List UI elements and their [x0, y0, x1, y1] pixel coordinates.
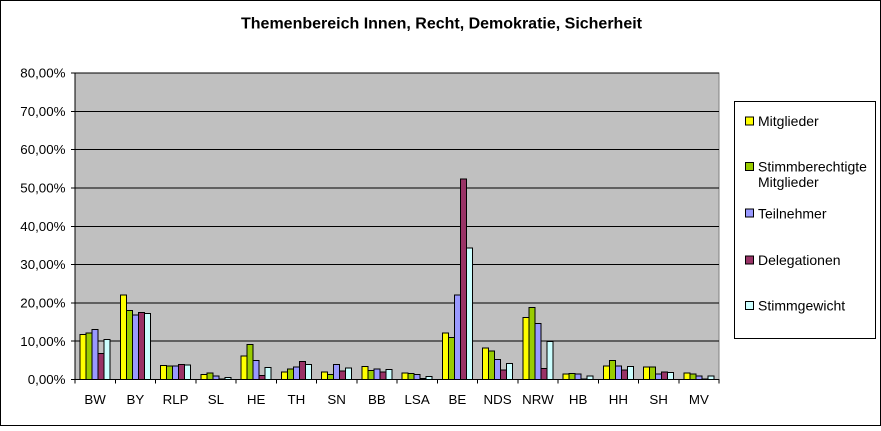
svg-text:80,00%: 80,00%	[20, 66, 65, 81]
svg-text:0,00%: 0,00%	[28, 372, 66, 387]
svg-text:20,00%: 20,00%	[20, 295, 65, 310]
svg-text:Mitglieder: Mitglieder	[758, 113, 819, 129]
svg-text:LSA: LSA	[405, 392, 430, 407]
svg-text:NDS: NDS	[484, 392, 512, 407]
svg-text:40,00%: 40,00%	[20, 219, 65, 234]
svg-text:Mitglieder: Mitglieder	[758, 174, 819, 190]
svg-text:Stimmberechtigte: Stimmberechtigte	[758, 159, 867, 175]
svg-text:BY: BY	[126, 392, 144, 407]
svg-text:MV: MV	[689, 392, 709, 407]
svg-text:HH: HH	[609, 392, 628, 407]
svg-text:Stimmgewicht: Stimmgewicht	[758, 298, 845, 314]
svg-text:BB: BB	[368, 392, 386, 407]
svg-text:Teilnehmer: Teilnehmer	[758, 205, 827, 221]
svg-text:Themenbereich Innen, Recht, De: Themenbereich Innen, Recht, Demokratie, …	[241, 16, 643, 33]
svg-text:60,00%: 60,00%	[20, 142, 65, 157]
svg-text:BW: BW	[84, 392, 106, 407]
svg-text:NRW: NRW	[522, 392, 554, 407]
svg-text:SN: SN	[327, 392, 346, 407]
svg-text:10,00%: 10,00%	[20, 334, 65, 349]
svg-text:50,00%: 50,00%	[20, 181, 65, 196]
svg-text:SH: SH	[649, 392, 668, 407]
svg-text:HB: HB	[569, 392, 588, 407]
svg-text:70,00%: 70,00%	[20, 104, 65, 119]
svg-text:30,00%: 30,00%	[20, 257, 65, 272]
svg-text:Delegationen: Delegationen	[758, 252, 841, 268]
svg-text:RLP: RLP	[163, 392, 189, 407]
svg-text:BE: BE	[448, 392, 466, 407]
svg-text:SL: SL	[208, 392, 224, 407]
svg-text:TH: TH	[287, 392, 305, 407]
svg-text:HE: HE	[247, 392, 266, 407]
